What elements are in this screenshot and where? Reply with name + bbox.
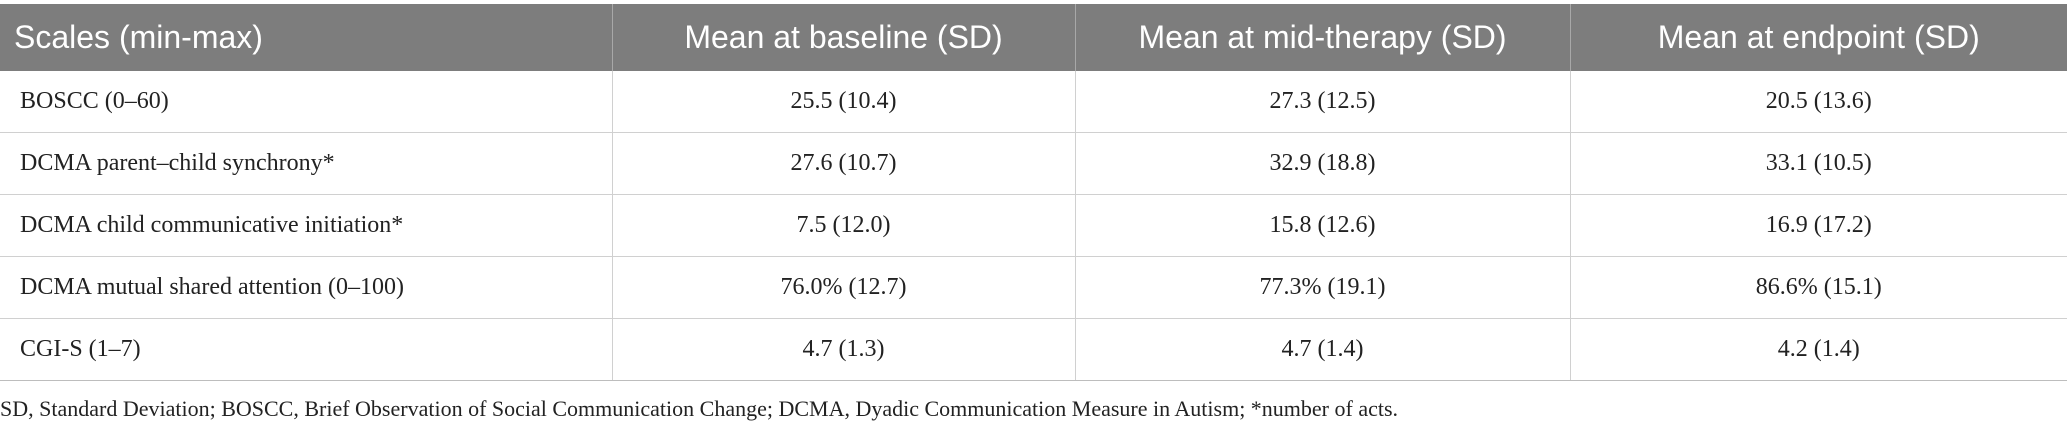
table-cell: 27.6 (10.7): [612, 132, 1076, 195]
table-cell: 20.5 (13.6): [1570, 71, 2067, 133]
table-row: DCMA parent–child synchrony* 27.6 (10.7) 3…: [0, 132, 2067, 195]
table-cell: 77.3% (19.1): [1075, 256, 1571, 319]
row-label: DCMA child communicative initiation*: [0, 194, 613, 257]
header-cell: Mean at mid-therapy (SD): [1075, 4, 1571, 71]
table-cell: 15.8 (12.6): [1075, 194, 1571, 257]
table-cell: 4.7 (1.3): [612, 318, 1076, 381]
row-label: DCMA mutual shared attention (0–100): [0, 256, 613, 319]
table-cell: 4.7 (1.4): [1075, 318, 1571, 381]
table-row: DCMA child communicative initiation* 7.5 …: [0, 194, 2067, 257]
header-cell: Mean at baseline (SD): [612, 4, 1076, 71]
table-row: DCMA mutual shared attention (0–100) 76.0…: [0, 256, 2067, 319]
footnote: SD, Standard Deviation; BOSCC, Brief Obs…: [0, 396, 1399, 421]
table-row: BOSCC (0–60) 25.5 (10.4) 27.3 (12.5) 20.5 (…: [0, 71, 2067, 133]
table-cell: 7.5 (12.0): [612, 194, 1076, 257]
table-cell: 32.9 (18.8): [1075, 132, 1571, 195]
table-cell: 86.6% (15.1): [1570, 256, 2067, 319]
data-table: Scales (min-max) Mean at baseline (SD) Mea…: [0, 4, 2067, 381]
table-cell: 25.5 (10.4): [612, 71, 1076, 133]
header-row: Scales (min-max) Mean at baseline (SD) Mea…: [0, 4, 2067, 71]
header-cell: Scales (min-max): [0, 4, 613, 71]
table-body: BOSCC (0–60) 25.5 (10.4) 27.3 (12.5) 20.5 (…: [0, 71, 2067, 381]
row-label: CGI-S (1–7): [0, 318, 613, 381]
row-label: BOSCC (0–60): [0, 71, 613, 133]
table-cell: 27.3 (12.5): [1075, 71, 1571, 133]
table-cell: 33.1 (10.5): [1570, 132, 2067, 195]
table-cell: 4.2 (1.4): [1570, 318, 2067, 381]
table-cell: 76.0% (12.7): [612, 256, 1076, 319]
table-row: CGI-S (1–7) 4.7 (1.3) 4.7 (1.4) 4.2 (1.4): [0, 318, 2067, 381]
header-cell: Mean at endpoint (SD): [1570, 4, 2067, 71]
row-label: DCMA parent–child synchrony*: [0, 132, 613, 195]
table-cell: 16.9 (17.2): [1570, 194, 2067, 257]
